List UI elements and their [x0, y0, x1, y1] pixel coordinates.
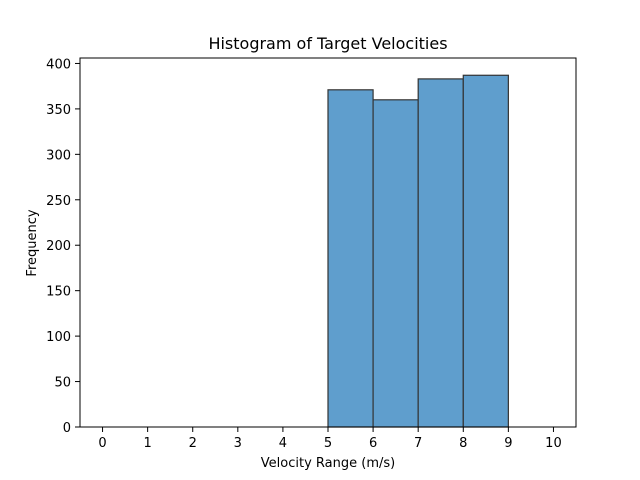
- bars-group: [327, 74, 509, 428]
- histogram-bar-1: [372, 99, 419, 428]
- x-axis-label: Velocity Range (m/s): [261, 456, 395, 471]
- y-axis-label: Frequency: [25, 209, 40, 276]
- y-tick-label-3: 150: [46, 285, 71, 300]
- x-tick-label-9: 9: [504, 436, 512, 451]
- x-tick-label-10: 10: [545, 436, 562, 451]
- histogram-bar-3: [462, 74, 509, 428]
- x-axis-ticks: 0 1 2 3 4 5 6 7 8 9 10: [98, 427, 562, 451]
- y-tick-label-8: 400: [46, 57, 71, 72]
- x-tick-label-8: 8: [459, 436, 467, 451]
- x-tick-label-2: 2: [189, 436, 197, 451]
- x-tick-label-1: 1: [143, 436, 151, 451]
- x-tick-label-3: 3: [234, 436, 242, 451]
- y-tick-label-5: 250: [46, 194, 71, 209]
- plot-frame: [79, 57, 577, 428]
- x-tick-label-5: 5: [324, 436, 332, 451]
- y-tick-label-2: 100: [46, 330, 71, 345]
- histogram-bar-0: [327, 89, 374, 428]
- x-tick-label-0: 0: [98, 436, 106, 451]
- x-tick-label-7: 7: [414, 436, 422, 451]
- y-tick-label-4: 200: [46, 239, 71, 254]
- y-tick-label-1: 50: [54, 376, 71, 391]
- y-tick-label-0: 0: [63, 421, 71, 436]
- chart-title: Histogram of Target Velocities: [208, 34, 447, 53]
- y-axis-ticks: 0 50 100 150 200 250 300 350 400: [46, 57, 80, 436]
- histogram-bar-2: [417, 78, 464, 428]
- x-tick-label-4: 4: [279, 436, 287, 451]
- x-tick-label-6: 6: [369, 436, 377, 451]
- y-tick-label-6: 300: [46, 148, 71, 163]
- y-tick-label-7: 350: [46, 103, 71, 118]
